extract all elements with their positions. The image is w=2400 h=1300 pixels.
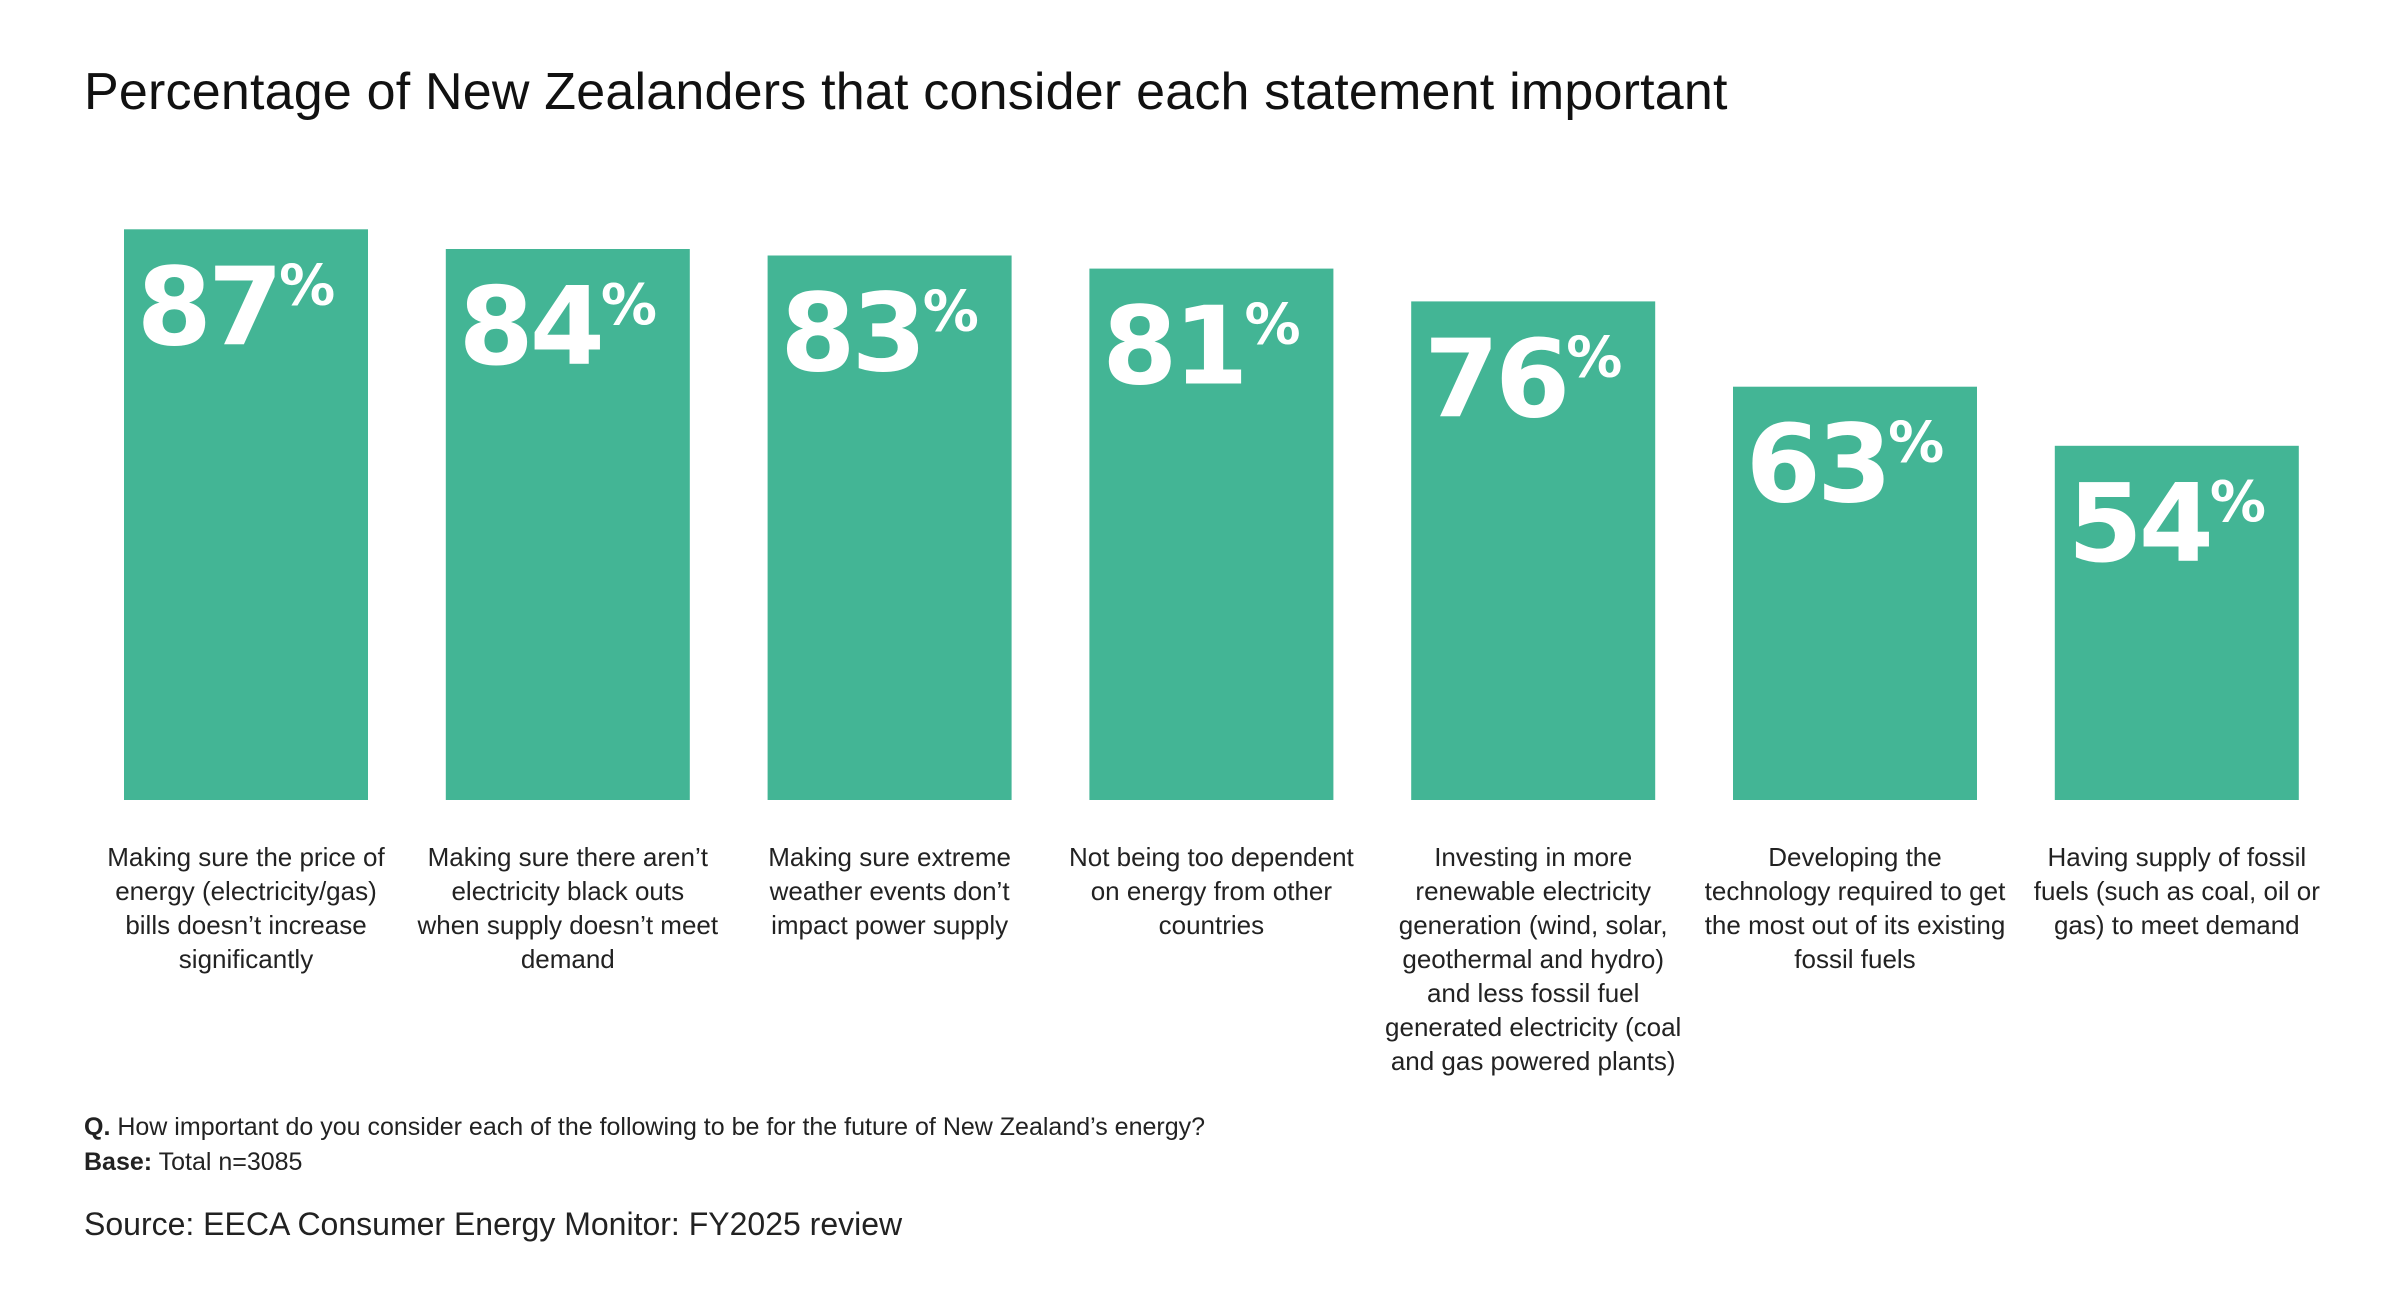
base-text: Total n=3085	[152, 1148, 303, 1176]
category-label-line: Making sure the price of	[107, 842, 385, 872]
source-note: Source: EECA Consumer Energy Monitor: FY…	[84, 1206, 903, 1242]
category-label-line: energy (electricity/gas)	[115, 876, 377, 906]
category-label-3: Making sure extreme weather events don’t i…	[730, 840, 1050, 942]
bar-4	[1089, 268, 1334, 801]
category-label-line: generated electricity (coal	[1385, 1012, 1682, 1042]
bar-2	[445, 249, 690, 800]
category-label-line: Developing the	[1768, 842, 1942, 872]
base-note: Base: Total n=3085	[84, 1145, 1205, 1180]
question-text: How important do you consider each of th…	[110, 1113, 1206, 1141]
value-label-1: 87%	[137, 245, 335, 370]
bar-6	[1733, 386, 1977, 800]
category-label-7: Having supply of fossil fuels (such as co…	[2017, 840, 2337, 942]
category-label-line: countries	[1158, 910, 1265, 940]
category-label-line: demand	[520, 944, 615, 974]
value-label-6: 63%	[1746, 403, 1944, 528]
chart-title: Percentage of New Zealanders that consid…	[84, 63, 1728, 121]
bar-7	[2054, 445, 2299, 800]
base-prefix: Base:	[84, 1148, 153, 1176]
category-label-5: Investing in more renewable electricity ge…	[1373, 840, 1693, 1078]
category-label-6: Developing the technology required to get…	[1695, 840, 2015, 976]
category-label-line: geothermal and hydro)	[1402, 944, 1664, 974]
category-label-line: Making sure there aren’t	[427, 842, 708, 872]
category-label-line: fossil fuels	[1794, 944, 1916, 974]
category-label-line: impact power supply	[771, 910, 1009, 940]
category-label-line: fuels (such as coal, oil or	[2033, 876, 2320, 906]
category-label-line: the most out of its existing	[1704, 910, 2006, 940]
category-label-line: weather events don’t	[769, 876, 1010, 906]
category-label-line: on energy from other	[1090, 876, 1333, 906]
category-label-1: Making sure the price of energy (electric…	[86, 840, 406, 976]
category-label-line: bills doesn’t increase	[125, 910, 367, 940]
category-label-4: Not being too dependent on energy from ot…	[1051, 840, 1371, 942]
category-label-line: Having supply of fossil	[2047, 842, 2307, 872]
question-note: Q. How important do you consider each of…	[84, 1110, 1205, 1145]
category-label-line: significantly	[178, 944, 314, 974]
value-label-7: 54%	[2068, 462, 2266, 587]
category-label-2: Making sure there aren’t electricity blac…	[408, 840, 728, 976]
category-label-line: Investing in more	[1434, 842, 1633, 872]
category-label-line: technology required to get	[1704, 876, 2006, 906]
value-label-3: 83%	[780, 272, 978, 397]
category-label-line: generation (wind, solar,	[1398, 910, 1668, 940]
bar-3	[767, 255, 1012, 800]
category-label-line: electricity black outs	[451, 876, 685, 906]
category-label-line: and less fossil fuel	[1426, 978, 1640, 1008]
footnotes: Q. How important do you consider each of…	[84, 1110, 1205, 1180]
category-label-line: Not being too dependent	[1068, 842, 1354, 872]
value-label-5: 76%	[1424, 317, 1622, 442]
category-label-line: and gas powered plants)	[1390, 1046, 1676, 1076]
question-prefix: Q.	[84, 1113, 111, 1141]
value-label-4: 81%	[1102, 285, 1300, 410]
bar-5	[1411, 301, 1656, 800]
category-label-line: when supply doesn’t meet	[417, 910, 719, 940]
category-label-line: renewable electricity	[1415, 876, 1651, 906]
category-label-line: gas) to meet demand	[2053, 910, 2300, 940]
bar-1	[124, 229, 368, 801]
category-label-line: Making sure extreme	[768, 842, 1011, 872]
value-label-2: 84%	[459, 265, 657, 390]
